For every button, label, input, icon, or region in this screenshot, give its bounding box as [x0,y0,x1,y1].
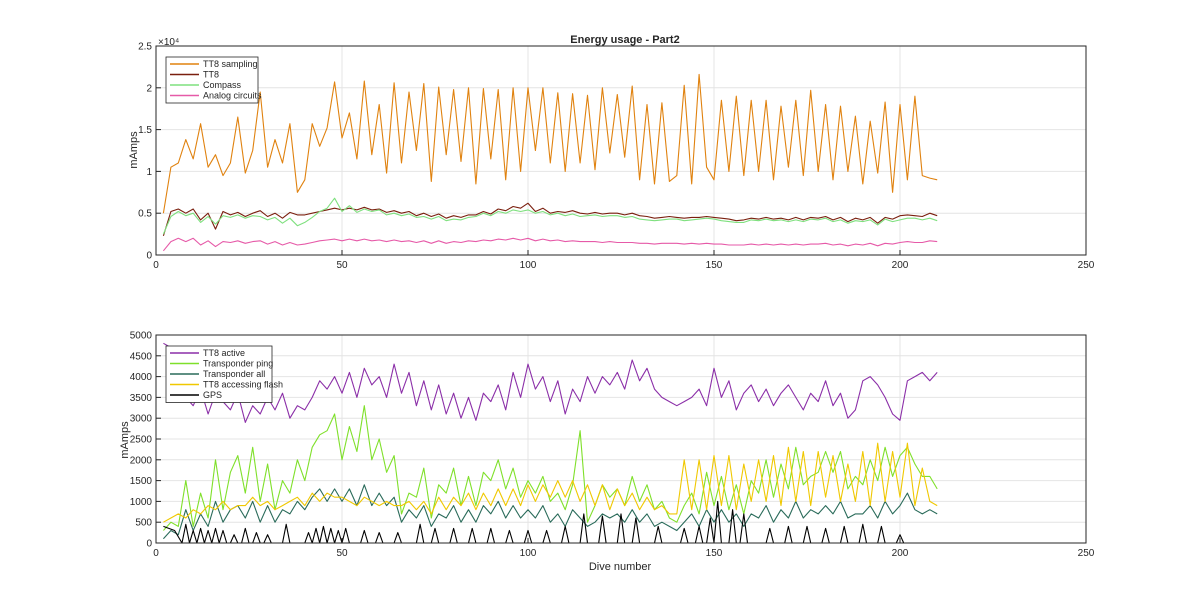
chart-bottom: Dive number mAmps 0 50 100 150 200 2500500100… [119,331,1095,574]
x-tick-label: 0 [153,548,159,559]
legend-label: TT8 sampling [203,59,258,69]
series-line-analog-circuits [162,237,938,252]
y-tick-label: 3500 [130,393,153,404]
y-tick-label: 0 [146,251,152,262]
y-tick-label: 1.5 [138,125,152,136]
y-tick-label: 2.5 [138,42,152,53]
plot-area [156,46,1086,255]
chart-top: Energy usage - Part2 ×10⁴ mAmps 0 50 100 15… [128,34,1095,271]
y-tick-label: 5000 [130,331,153,342]
y-tick-label: 3000 [130,414,153,425]
y-tick-label: 2 [146,83,152,94]
axes-frame [155,45,1087,256]
x-tick-label: 100 [520,548,537,559]
series-line-tt8-accessing-flash [163,442,938,523]
legend-label: Transponder ping [203,359,273,369]
x-tick-label: 250 [1078,548,1095,559]
x-tick-label: 200 [892,548,909,559]
chart-title: Energy usage - Part2 [570,34,679,46]
y-tick-label: 2000 [130,455,153,466]
series-line-tt8 [162,202,938,236]
legend-label: Analog circuits [203,91,262,101]
y-tick-label: 4500 [130,351,153,362]
x-axis-label: Dive number [589,561,652,573]
x-tick-label: 250 [1078,260,1095,271]
legend-label: Compass [203,80,242,90]
legend-label: TT8 [203,70,219,80]
y-tick-label: 1500 [130,476,153,487]
y-exponent-label: ×10⁴ [158,37,179,48]
x-tick-label: 200 [892,260,909,271]
x-tick-label: 0 [153,260,159,271]
legend-label: GPS [203,390,222,400]
series-line-transponder-all [162,484,938,540]
series-line-compass [162,197,938,235]
y-tick-label: 500 [135,518,152,529]
legend-label: TT8 accessing flash [203,380,283,390]
y-tick-label: 4000 [130,372,153,383]
x-tick-label: 50 [336,260,348,271]
series-line-tt8-sampling [162,73,938,214]
x-tick-label: 100 [520,260,537,271]
x-tick-label: 150 [706,548,723,559]
y-tick-label: 0.5 [138,209,152,220]
legend-label: Transponder all [203,369,265,379]
y-tick-label: 2500 [130,435,153,446]
y-tick-label: 1000 [130,497,153,508]
x-tick-label: 150 [706,260,723,271]
y-tick-label: 0 [146,539,152,550]
legend-label: TT8 active [203,348,245,358]
y-axis-label: mAmps [128,131,140,169]
series-line-transponder-ping [162,405,938,531]
y-tick-label: 1 [146,167,152,178]
y-axis-label: mAmps [119,421,131,459]
series-line-tt8-active [163,342,938,423]
x-tick-label: 50 [336,548,348,559]
